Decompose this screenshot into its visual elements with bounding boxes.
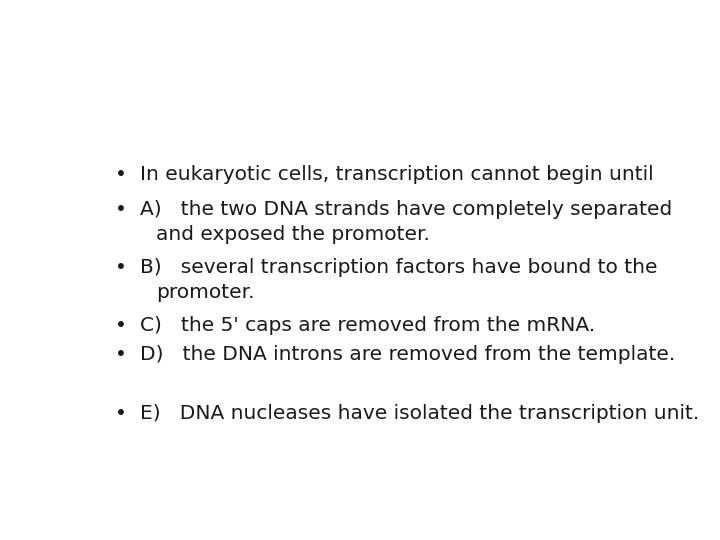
Text: E)   DNA nucleases have isolated the transcription unit.: E) DNA nucleases have isolated the trans…: [140, 404, 699, 423]
Text: •: •: [114, 200, 127, 219]
Text: promoter.: promoter.: [156, 283, 254, 302]
Text: •: •: [114, 404, 127, 423]
Text: •: •: [114, 258, 127, 277]
Text: D)   the DNA introns are removed from the template.: D) the DNA introns are removed from the …: [140, 346, 675, 365]
Text: B)   several transcription factors have bound to the: B) several transcription factors have bo…: [140, 258, 658, 277]
Text: •: •: [114, 165, 127, 184]
Text: C)   the 5' caps are removed from the mRNA.: C) the 5' caps are removed from the mRNA…: [140, 316, 595, 335]
Text: •: •: [114, 316, 127, 335]
Text: In eukaryotic cells, transcription cannot begin until: In eukaryotic cells, transcription canno…: [140, 165, 654, 184]
Text: •: •: [114, 346, 127, 365]
Text: and exposed the promoter.: and exposed the promoter.: [156, 225, 430, 244]
Text: A)   the two DNA strands have completely separated: A) the two DNA strands have completely s…: [140, 200, 672, 219]
